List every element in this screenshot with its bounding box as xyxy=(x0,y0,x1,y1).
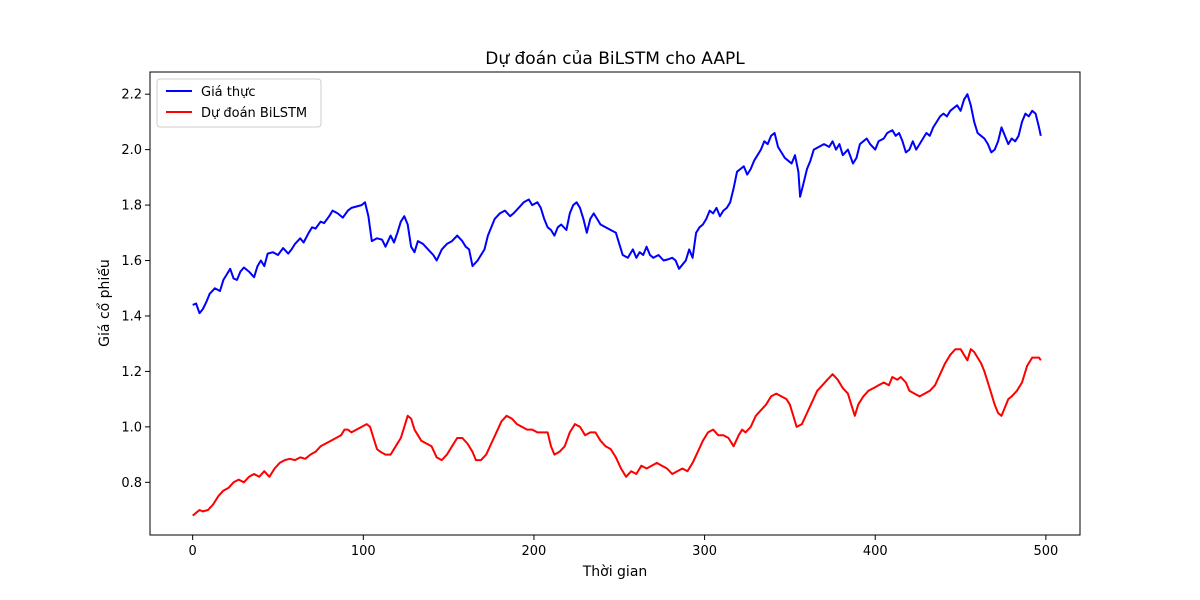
y-tick-label: 1.0 xyxy=(121,420,142,435)
x-tick-label: 300 xyxy=(692,544,717,559)
series-line-gia-thuc xyxy=(192,93,1042,315)
y-tick-label: 2.0 xyxy=(121,143,142,158)
legend-box xyxy=(156,78,322,128)
x-axis: 0 100 200 300 400 500 xyxy=(189,535,1058,559)
series-line-du-doan-bilstm xyxy=(192,348,1042,517)
x-tick-label: 200 xyxy=(522,544,547,559)
y-axis-label: Giá cổ phiếu xyxy=(96,259,113,347)
y-tick-label: 1.6 xyxy=(121,254,142,269)
y-tick-label: 1.4 xyxy=(121,309,142,324)
chart-title: Dự đoán của BiLSTM cho AAPL xyxy=(485,49,745,69)
y-tick-label: 2.2 xyxy=(121,88,142,103)
x-tick-label: 100 xyxy=(351,544,376,559)
legend-label-gia-thuc: Giá thực xyxy=(201,85,256,100)
x-tick-label: 500 xyxy=(1033,544,1058,559)
x-tick-label: 400 xyxy=(863,544,888,559)
y-tick-label: 0.8 xyxy=(121,476,142,491)
plot-area xyxy=(149,71,1081,536)
legend-label-du-doan-bilstm: Dự đoán BiLSTM xyxy=(201,106,307,121)
axes-frame xyxy=(149,71,1081,536)
y-axis: 0.8 1.0 1.2 1.4 1.6 1.8 2.0 2.2 xyxy=(121,88,150,491)
y-tick-label: 1.2 xyxy=(121,365,142,380)
y-tick-label: 1.8 xyxy=(121,199,142,214)
x-tick-label: 0 xyxy=(189,544,197,559)
legend: Giá thực Dự đoán BiLSTM xyxy=(156,78,322,128)
x-axis-label: Thời gian xyxy=(582,564,648,580)
